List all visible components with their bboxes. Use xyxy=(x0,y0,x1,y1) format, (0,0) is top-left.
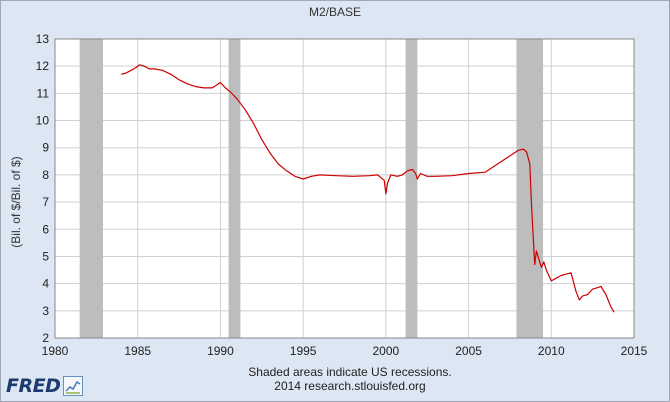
y-tick-label: 12 xyxy=(36,59,50,73)
x-tick-label: 2005 xyxy=(455,344,482,358)
y-tick-label: 7 xyxy=(42,195,49,209)
y-tick-label: 8 xyxy=(42,168,49,182)
y-tick-label: 2 xyxy=(42,331,49,345)
x-tick-label: 1995 xyxy=(290,344,317,358)
footnote: Shaded areas indicate US recessions. 201… xyxy=(200,365,500,393)
recession-band-overlay xyxy=(516,39,544,338)
x-tick-label: 1980 xyxy=(42,344,69,358)
y-tick-label: 5 xyxy=(42,249,49,263)
y-tick-label: 4 xyxy=(42,277,49,291)
x-tick-label: 2000 xyxy=(373,344,400,358)
y-tick-label: 9 xyxy=(42,141,49,155)
x-tick-label: 1985 xyxy=(124,344,151,358)
chart-icon xyxy=(63,376,84,396)
fred-logo-text: FRED xyxy=(6,375,61,397)
y-tick-label: 11 xyxy=(37,86,50,100)
recession-band-overlay xyxy=(228,39,241,338)
recession-note: Shaded areas indicate US recessions. xyxy=(248,365,452,379)
y-tick-label: 3 xyxy=(42,304,49,318)
fred-logo[interactable]: FRED xyxy=(6,375,84,397)
series-line xyxy=(121,64,615,313)
x-tick-label: 1990 xyxy=(207,344,234,358)
plot-background xyxy=(55,39,634,338)
y-tick-label: 10 xyxy=(36,114,50,128)
plot-border xyxy=(54,38,635,339)
chart-title: M2/BASE xyxy=(309,5,361,19)
x-tick-label: 2010 xyxy=(538,344,565,358)
recession-band-overlay xyxy=(79,39,103,338)
source-note: 2014 research.stlouisfed.org xyxy=(274,379,426,393)
x-tick-label: 2015 xyxy=(621,344,648,358)
y-tick-label: 13 xyxy=(36,32,50,46)
y-axis-label: (Bil. of $/Bil. of $) xyxy=(9,156,23,247)
plot-area: 2 3 4 5 6 7 8 9 10 11 12 13 1980 1985 1990 1995 2000 2005… xyxy=(36,32,648,358)
recession-band-overlay xyxy=(405,39,418,338)
y-tick-label: 6 xyxy=(42,222,49,236)
